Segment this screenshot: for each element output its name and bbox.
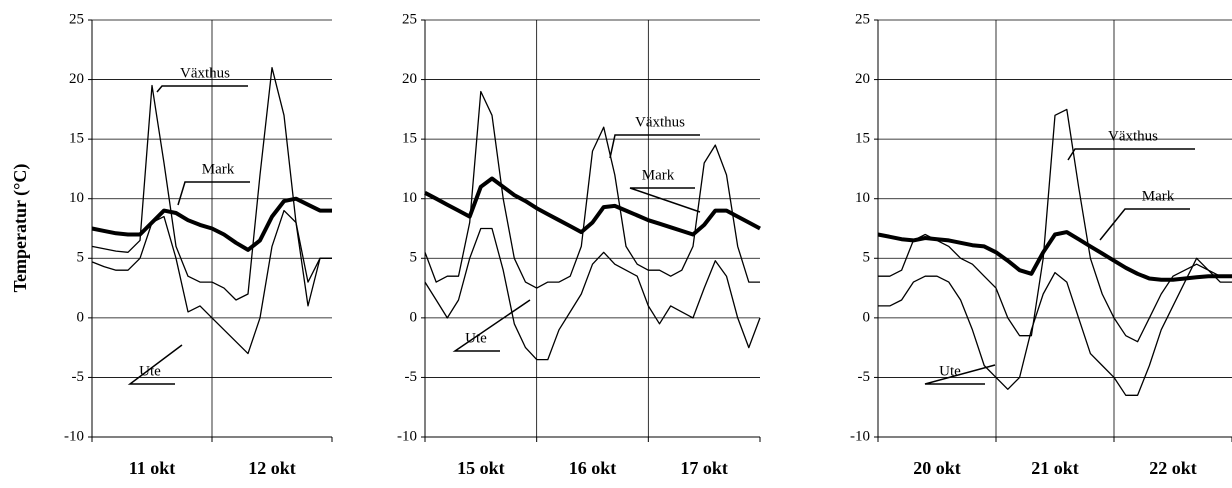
series-line xyxy=(91,67,332,307)
label-leader xyxy=(609,134,700,159)
x-tick-label: 12 okt xyxy=(248,458,296,478)
y-tick-label: -5 xyxy=(72,369,85,385)
x-tick-label: 21 okt xyxy=(1031,458,1079,478)
label-leader xyxy=(452,299,531,352)
label-leader xyxy=(177,181,250,206)
label-leader xyxy=(1067,148,1195,161)
y-tick-label: 5 xyxy=(863,250,871,266)
y-axis-label: Temperatur (°C) xyxy=(10,164,31,293)
x-tick-label: 15 okt xyxy=(457,458,505,478)
series-label: Mark xyxy=(1142,188,1175,204)
series-line xyxy=(91,209,332,355)
series-line xyxy=(877,230,1232,282)
y-tick-label: 0 xyxy=(863,309,871,325)
y-tick-label: -5 xyxy=(858,369,871,385)
y-tick-label: 25 xyxy=(69,11,84,27)
x-tick-label: 22 okt xyxy=(1149,458,1197,478)
label-leader xyxy=(127,344,183,385)
y-tick-label: 25 xyxy=(402,11,417,27)
label-leader xyxy=(156,85,248,93)
y-tick-label: 10 xyxy=(69,190,84,206)
series-line xyxy=(424,90,760,289)
y-tick-label: -10 xyxy=(850,428,870,444)
series-label: Växthus xyxy=(180,65,230,81)
y-tick-label: 15 xyxy=(69,131,84,147)
series-line xyxy=(878,108,1232,343)
series-label: Växthus xyxy=(1108,128,1158,144)
x-tick-label: 16 okt xyxy=(569,458,617,478)
label-leader xyxy=(629,187,701,213)
x-tick-label: 20 okt xyxy=(913,458,961,478)
series-line xyxy=(424,227,761,361)
y-tick-label: 10 xyxy=(855,190,870,206)
y-tick-label: 15 xyxy=(402,131,417,147)
series-label: Ute xyxy=(139,363,161,379)
label-leader xyxy=(924,364,996,385)
label-leader xyxy=(1099,208,1190,241)
y-tick-label: 5 xyxy=(410,250,418,266)
x-tick-label: 17 okt xyxy=(680,458,728,478)
y-tick-label: 10 xyxy=(402,190,417,206)
y-tick-label: 20 xyxy=(855,71,870,87)
x-tick-label: 11 okt xyxy=(129,458,176,478)
y-tick-label: 15 xyxy=(855,131,870,147)
y-tick-label: 25 xyxy=(855,11,870,27)
series-line xyxy=(878,257,1232,396)
series-label: Ute xyxy=(465,330,487,346)
series-label: Växthus xyxy=(635,114,685,130)
y-tick-label: 20 xyxy=(69,71,84,87)
y-tick-label: -10 xyxy=(64,428,84,444)
y-tick-label: 0 xyxy=(410,309,418,325)
y-tick-label: -5 xyxy=(405,369,418,385)
series-line xyxy=(424,176,761,237)
series-line xyxy=(91,196,332,252)
series-label: Mark xyxy=(202,161,235,177)
series-label: Mark xyxy=(642,167,675,183)
y-tick-label: 20 xyxy=(402,71,417,87)
y-tick-label: -10 xyxy=(397,428,417,444)
y-tick-label: 5 xyxy=(77,250,85,266)
y-tick-label: 0 xyxy=(77,309,85,325)
